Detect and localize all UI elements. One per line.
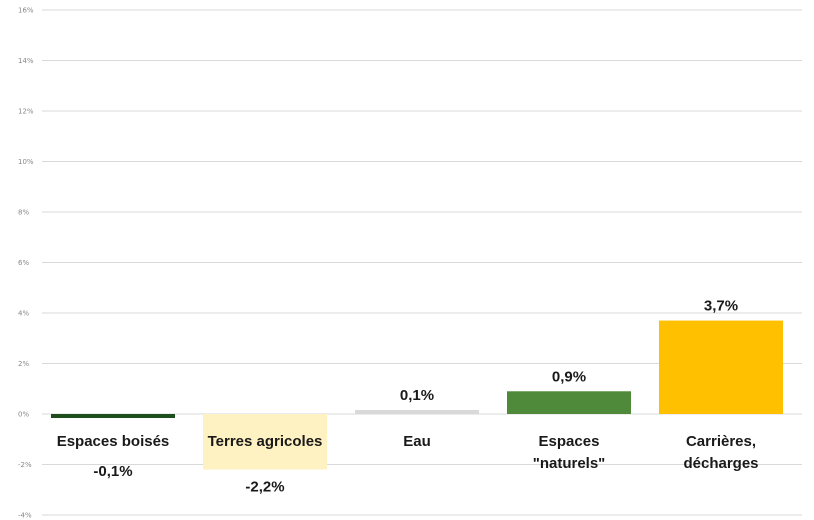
data-label: 3,7% — [704, 298, 738, 315]
bar — [355, 410, 479, 414]
y-axis-tick-labels: -4% -2% 0% 2% 4% 6% 8% 10% 12% 14% 16% — [18, 7, 34, 520]
bar — [659, 320, 783, 414]
y-tick-label: 12% — [18, 108, 34, 116]
category-label: Eau — [403, 433, 431, 450]
category-label: "naturels" — [533, 455, 606, 472]
bar — [51, 414, 175, 418]
y-tick-label: 8% — [18, 209, 29, 217]
y-tick-label: 4% — [18, 310, 29, 318]
category-labels: Espaces boisés Terres agricoles Eau Espaces… — [57, 433, 759, 472]
y-tick-label: 6% — [18, 259, 29, 267]
bar — [203, 414, 327, 470]
bars — [51, 320, 783, 470]
category-label: Espaces boisés — [57, 433, 170, 450]
y-tick-label: -4% — [18, 512, 32, 520]
data-label: -0,1% — [93, 463, 132, 480]
data-label: 0,9% — [552, 368, 586, 385]
y-tick-label: 0% — [18, 411, 29, 419]
y-tick-label: 16% — [18, 7, 34, 15]
y-tick-label: 14% — [18, 57, 34, 65]
category-label: Terres agricoles — [208, 433, 323, 450]
category-label: décharges — [683, 455, 758, 472]
category-label: Espaces — [539, 433, 600, 450]
y-tick-label: 2% — [18, 360, 29, 368]
data-label: 0,1% — [400, 387, 434, 404]
data-labels: -0,1% -2,2% 0,1% 0,9% 3,7% — [93, 298, 738, 496]
y-tick-label: 10% — [18, 158, 34, 166]
bar — [507, 391, 631, 414]
category-label: Carrières, — [686, 433, 756, 450]
data-label: -2,2% — [245, 479, 284, 496]
y-tick-label: -2% — [18, 461, 32, 469]
